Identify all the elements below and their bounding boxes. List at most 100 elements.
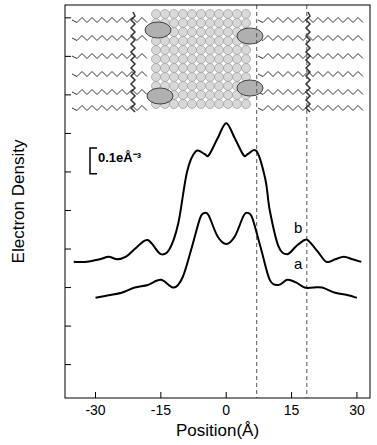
- x-tick-label: -30: [85, 402, 105, 418]
- particle-atom: [179, 55, 188, 64]
- y-axis-title: Electron Density: [9, 139, 28, 263]
- particle-atom: [215, 46, 224, 55]
- particle-atom: [161, 55, 170, 64]
- dashed-line: [256, 5, 257, 398]
- y-tick: [65, 287, 71, 288]
- lipid-chain: [72, 106, 147, 111]
- curve-b: [74, 123, 362, 262]
- particle-atom: [206, 19, 215, 28]
- particle-atom: [224, 19, 233, 28]
- scale-bar: [90, 148, 97, 174]
- particle-atom: [224, 91, 233, 100]
- particle-atom: [152, 64, 161, 73]
- x-tick: [160, 392, 161, 398]
- particle-atom: [170, 46, 179, 55]
- particle-atom: [197, 28, 206, 37]
- particle-atom: [188, 19, 197, 28]
- series-label: b: [294, 219, 302, 236]
- particle-atom: [233, 64, 242, 73]
- particle-atom: [242, 55, 251, 64]
- particle-atom: [215, 91, 224, 100]
- particle-atom: [242, 46, 251, 55]
- lipid-chain: [72, 90, 147, 95]
- particle-atom: [233, 100, 242, 109]
- particle-atom: [170, 82, 179, 91]
- head-group: [131, 12, 135, 112]
- y-tick: [65, 56, 71, 57]
- particle-atom: [215, 55, 224, 64]
- series-label: a: [294, 255, 303, 272]
- particle-atom: [188, 37, 197, 46]
- particle-atom: [179, 46, 188, 55]
- y-tick: [65, 94, 71, 95]
- particle-atom: [233, 10, 242, 19]
- x-tick-label: 0: [222, 402, 230, 418]
- particle-atom: [170, 64, 179, 73]
- particle-atom: [197, 19, 206, 28]
- particle-atom: [242, 64, 251, 73]
- x-axis-title: Position(Å): [176, 421, 259, 440]
- particle-atom: [170, 10, 179, 19]
- particle-atom: [206, 64, 215, 73]
- particle-atom: [188, 28, 197, 37]
- particle-atom: [179, 37, 188, 46]
- particle-atom: [188, 73, 197, 82]
- particle-atom: [206, 82, 215, 91]
- particle-atom: [215, 19, 224, 28]
- particle-atom: [206, 46, 215, 55]
- particle-atom: [179, 10, 188, 19]
- x-tick: [291, 392, 292, 398]
- particle-atom: [197, 55, 206, 64]
- x-tick-label: -15: [151, 402, 171, 418]
- particle-atom: [197, 64, 206, 73]
- curve-a: [96, 213, 357, 298]
- particle-atom: [197, 10, 206, 19]
- particle-atom: [224, 73, 233, 82]
- particle-atom: [197, 73, 206, 82]
- particle-atom: [179, 91, 188, 100]
- particle-atom: [215, 64, 224, 73]
- particle-atom: [197, 37, 206, 46]
- particle-atom: [188, 82, 197, 91]
- lipid-chain: [258, 90, 363, 95]
- particle-atom: [224, 37, 233, 46]
- scale-bar-label: 0.1eÅ⁻³: [98, 150, 142, 165]
- particle-atom: [233, 55, 242, 64]
- particle-atom: [170, 55, 179, 64]
- particle-atom: [152, 10, 161, 19]
- particle-atom: [161, 64, 170, 73]
- particle-atom: [197, 46, 206, 55]
- lines: [74, 123, 362, 298]
- x-tick: [226, 392, 227, 398]
- particle-atom: [197, 82, 206, 91]
- particle-atom: [152, 55, 161, 64]
- particle-atom: [170, 19, 179, 28]
- ligand: [147, 88, 173, 104]
- particle-atom: [197, 100, 206, 109]
- particle-atom: [188, 91, 197, 100]
- particle-atom: [242, 10, 251, 19]
- lipid-chain: [72, 18, 147, 23]
- particle-atom: [188, 64, 197, 73]
- particle-atom: [215, 82, 224, 91]
- particle-atom: [206, 10, 215, 19]
- particle-atom: [233, 73, 242, 82]
- particle-atom: [152, 46, 161, 55]
- particle-atom: [224, 55, 233, 64]
- particle-atom: [161, 10, 170, 19]
- particle-atom: [206, 100, 215, 109]
- particle-atom: [215, 100, 224, 109]
- particle-atom: [242, 100, 251, 109]
- particle-atom: [224, 28, 233, 37]
- particle-atom: [224, 100, 233, 109]
- x-tick-label: 30: [349, 402, 365, 418]
- particle-atom: [224, 46, 233, 55]
- particle-atom: [215, 37, 224, 46]
- y-tick: [65, 171, 71, 172]
- ligand: [237, 28, 263, 44]
- x-tick: [95, 392, 96, 398]
- particle-atom: [233, 19, 242, 28]
- y-tick: [65, 133, 71, 134]
- particle-atom: [215, 73, 224, 82]
- particle-atom: [188, 10, 197, 19]
